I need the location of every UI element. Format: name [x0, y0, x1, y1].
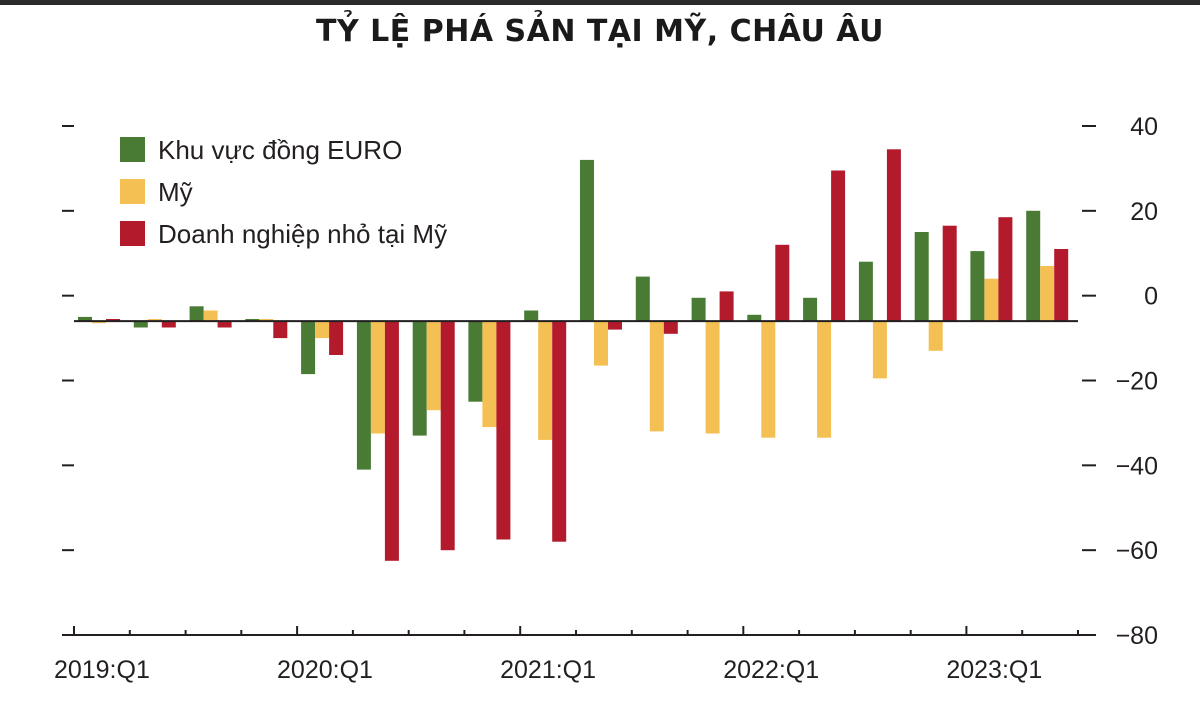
bar-2-2019-Q2 [147, 319, 162, 322]
bar-1-2020-Q4 [468, 321, 483, 402]
x-tick-label: 2023:Q1 [946, 656, 1042, 684]
bar-1-2023-Q1 [970, 251, 985, 322]
x-tick-label: 2022:Q1 [723, 656, 819, 684]
bar-1-2022-Q2 [803, 297, 818, 322]
legend-swatch [120, 221, 145, 246]
bar-2-2019-Q1 [92, 321, 106, 324]
bar-1-2021-Q1 [524, 310, 539, 322]
bar-2-2020-Q2 [370, 321, 385, 434]
bar-2-2022-Q4 [928, 321, 943, 351]
y-axis-left-ticks [62, 125, 74, 636]
bar-1-2023-Q2 [1026, 210, 1041, 322]
y-tick-label: −20 [1116, 368, 1158, 396]
bar-3-2023-Q1 [998, 217, 1013, 322]
bar-2-2021-Q2 [594, 321, 608, 366]
bar-1-2020-Q3 [412, 321, 427, 436]
bar-1-2022-Q4 [914, 232, 929, 322]
x-tick-label: 2020:Q1 [277, 656, 373, 684]
bar-3-2021-Q3 [663, 321, 678, 334]
bar-2-2019-Q4 [259, 319, 274, 322]
bar-2-2023-Q2 [1040, 266, 1055, 322]
bar-3-2020-Q2 [384, 321, 399, 561]
bar-3-2019-Q4 [273, 321, 288, 339]
legend-label: Mỹ [158, 177, 193, 207]
bar-3-2019-Q2 [161, 321, 176, 328]
bar-3-2022-Q2 [831, 170, 846, 322]
chart-title: TỶ LỆ PHÁ SẢN TẠI MỸ, CHÂU ÂU [316, 14, 884, 49]
bar-1-2022-Q1 [747, 314, 762, 322]
bar-1-2022-Q3 [858, 261, 873, 322]
bar-2-2023-Q1 [984, 278, 999, 322]
legend-label: Doanh nghiệp nhỏ tại Mỹ [158, 219, 447, 249]
bar-2-2022-Q1 [761, 321, 776, 438]
bar-1-2021-Q4 [691, 297, 706, 322]
x-axis-ticks [73, 626, 1079, 635]
bar-3-2019-Q1 [106, 319, 120, 322]
x-axis-labels: 2019:Q1 2020:Q1 2021:Q1 2022:Q1 2023:Q1 [54, 656, 1042, 684]
y-tick-label: 0 [1144, 283, 1158, 311]
y-tick-label: −40 [1116, 452, 1158, 480]
bar-3-2022-Q1 [775, 244, 790, 322]
bar-1-2019-Q1 [78, 316, 92, 322]
legend-label: Khu vực đồng EURO [158, 135, 402, 165]
bar-2-2022-Q2 [817, 321, 832, 438]
bar-3-2020-Q3 [440, 321, 455, 551]
bar-3-2021-Q2 [608, 321, 622, 330]
bar-2-2019-Q3 [203, 310, 218, 322]
bar-3-2023-Q2 [1054, 249, 1069, 322]
bar-2-2021-Q3 [649, 321, 664, 432]
bar-1-2021-Q3 [635, 276, 650, 322]
x-tick-label: 2021:Q1 [500, 656, 596, 684]
bar-3-2022-Q3 [886, 149, 901, 322]
top-rule [0, 0, 1200, 5]
y-tick-label: 40 [1130, 113, 1158, 141]
y-tick-label: −60 [1116, 537, 1158, 565]
legend: Khu vực đồng EURO Mỹ Doanh nghiệp nhỏ tại … [120, 135, 447, 249]
bar-1-2021-Q2 [580, 159, 594, 322]
bar-3-2022-Q4 [942, 225, 957, 322]
y-tick-label: −80 [1116, 622, 1158, 650]
y-axis-labels: 40 20 0 −20 −40 −60 −80 [1116, 113, 1158, 650]
bar-2-2021-Q1 [538, 321, 553, 440]
bar-3-2020-Q4 [496, 321, 511, 540]
bar-3-2019-Q3 [217, 321, 232, 328]
bar-1-2019-Q2 [133, 321, 148, 328]
bar-3-2020-Q1 [329, 321, 344, 355]
bar-group [78, 149, 1069, 561]
legend-swatch [120, 179, 145, 204]
bar-1-2019-Q3 [189, 306, 204, 322]
bar-2-2022-Q3 [872, 321, 887, 379]
y-axis-right-ticks [1082, 125, 1096, 636]
bar-1-2019-Q4 [245, 319, 260, 322]
y-tick-label: 20 [1130, 198, 1158, 226]
bar-1-2020-Q1 [301, 321, 316, 375]
bar-2-2020-Q1 [315, 321, 330, 339]
bar-2-2020-Q3 [426, 321, 441, 411]
bar-2-2021-Q4 [705, 321, 720, 434]
legend-swatch [120, 137, 145, 162]
bar-3-2021-Q1 [552, 321, 567, 542]
bar-1-2020-Q2 [356, 321, 371, 470]
x-tick-label: 2019:Q1 [54, 656, 150, 684]
bar-2-2020-Q4 [482, 321, 497, 428]
bar-3-2021-Q4 [719, 291, 734, 322]
